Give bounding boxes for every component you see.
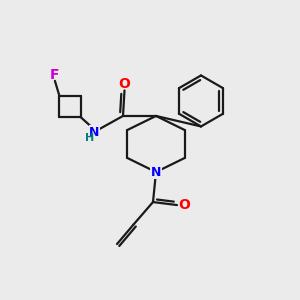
Text: O: O — [118, 77, 130, 91]
Text: F: F — [50, 68, 60, 83]
Text: H: H — [85, 133, 94, 142]
Text: N: N — [89, 126, 100, 139]
Text: N: N — [151, 166, 161, 178]
Text: O: O — [178, 198, 190, 212]
